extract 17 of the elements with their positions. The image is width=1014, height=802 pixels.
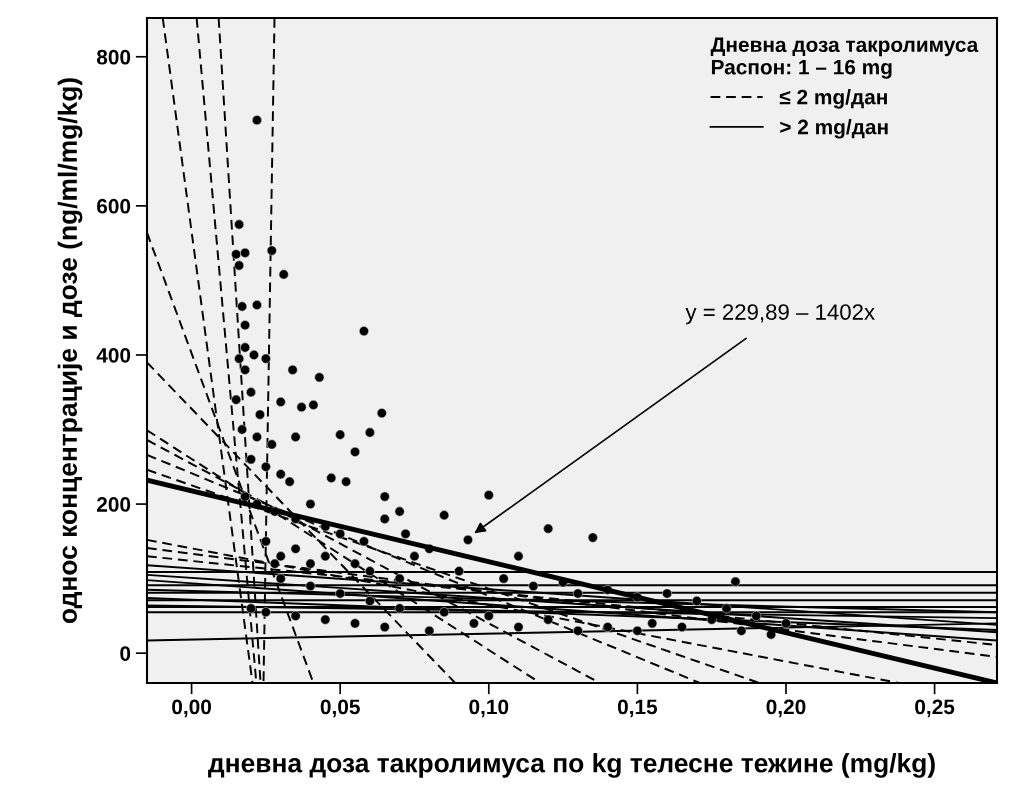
annotation: y = 229,89 – 1402x	[685, 304, 875, 325]
x-tick-label: 0,10	[469, 699, 509, 718]
x-tick-label: 0,25	[915, 699, 955, 718]
legend-label: > 2 mg/дан	[780, 119, 888, 139]
legend-title: Дневна доза такролимуса Распон: 1 – 16 mg	[710, 37, 979, 79]
x-axis-title: дневна доза такролимуса по kg телесне тежине (mg/kg)	[208, 753, 935, 778]
x-tick-label: 0,00	[172, 699, 211, 718]
y-tick-label: 600	[97, 198, 131, 214]
x-tick-label: 0,05	[320, 699, 360, 718]
y-axis-title: однос концентрације и дозе (ng/ml/mg/kg)	[57, 78, 83, 624]
y-tick-label: 200	[96, 497, 131, 512]
y-tick-label: 800	[96, 49, 131, 65]
y-tick-label: 400	[96, 347, 131, 363]
legend-label: ≤ 2 mg/дан	[779, 89, 887, 109]
x-tick-label: 0,20	[766, 699, 806, 718]
y-tick-label: 0	[120, 646, 131, 661]
x-tick-label: 0,15	[617, 699, 658, 718]
